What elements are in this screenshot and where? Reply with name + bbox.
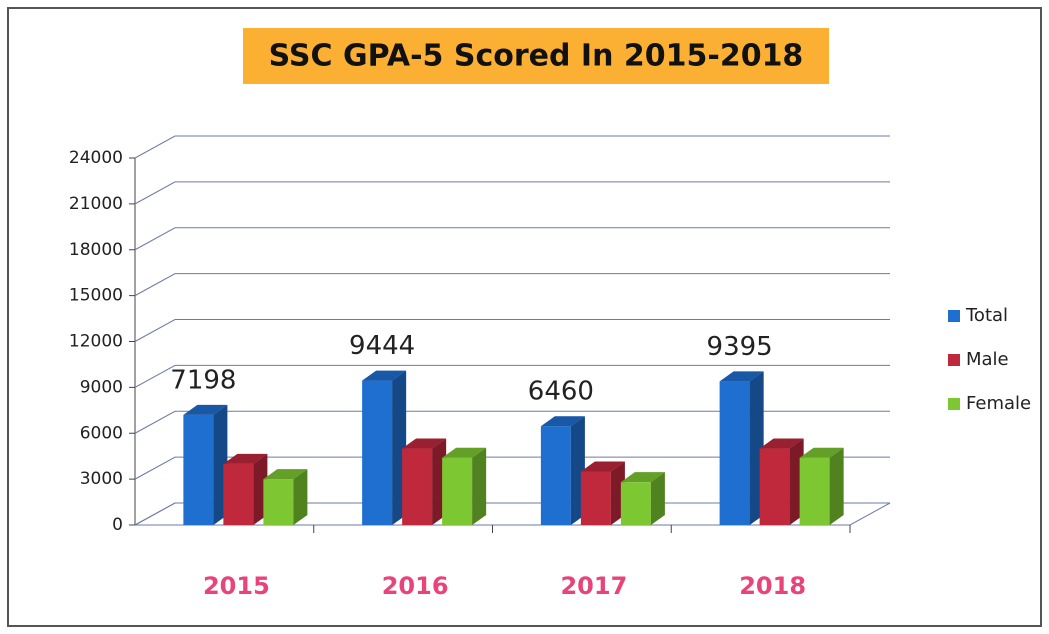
bar-top: [620, 472, 665, 483]
bar-top-shade: [263, 469, 308, 480]
bar-top: [263, 469, 308, 480]
bar-side: [829, 447, 844, 525]
bar: [799, 447, 844, 525]
bar-top: [402, 438, 447, 449]
bar-front: [263, 479, 294, 525]
bar-top-shade: [223, 453, 268, 464]
bar-front: [580, 471, 611, 525]
grid-line: [134, 135, 890, 159]
bar-front: [183, 414, 214, 525]
bar: [362, 370, 407, 525]
y-tick-label: 6000: [80, 423, 123, 443]
bar-front: [402, 448, 433, 525]
bar-side: [293, 469, 308, 525]
data-label: 9395: [707, 332, 773, 362]
grid-line: [134, 273, 890, 297]
data-label: 9444: [349, 331, 415, 361]
y-tick-label: 3000: [80, 469, 123, 489]
x-tick-label: 2015: [203, 572, 270, 600]
bar-side-shade: [472, 447, 487, 525]
bar-top-shade: [620, 472, 665, 483]
bar: [402, 438, 447, 525]
bar: [183, 404, 228, 525]
data-label: 6460: [528, 377, 594, 407]
bar-top-shade: [759, 438, 804, 449]
grid-line: [134, 364, 890, 388]
bar-top: [799, 447, 844, 458]
bar-top-shade: [580, 461, 625, 472]
bar-top-shade: [442, 447, 487, 458]
bar-side-shade: [650, 472, 665, 525]
y-tick-label: 15000: [69, 286, 123, 306]
bar: [759, 438, 804, 525]
grid-line: [134, 410, 890, 434]
bar-front: [759, 448, 790, 525]
bar-top: [183, 404, 228, 415]
y-tick-label: 9000: [80, 377, 123, 397]
legend-swatch: [948, 354, 960, 366]
bar-top-shade: [799, 447, 844, 458]
bar: [719, 371, 764, 525]
bar-side: [650, 472, 665, 525]
data-label: 7198: [170, 365, 236, 395]
bar-side: [472, 447, 487, 525]
chart-border: [7, 7, 1042, 627]
bar: [580, 461, 625, 525]
bar-top: [223, 453, 268, 464]
bar-front: [620, 482, 651, 525]
bar-top-shade: [183, 404, 228, 415]
bar: [620, 472, 665, 525]
legend-label: Total: [965, 305, 1008, 326]
bar-top-shade: [402, 438, 447, 449]
bar-top: [540, 416, 585, 427]
bar-front: [719, 381, 750, 525]
legend-label: Male: [966, 349, 1009, 370]
bar-top-shade: [362, 370, 407, 381]
grid-line: [134, 319, 890, 342]
bar-front: [799, 457, 830, 525]
y-tick-label: 24000: [69, 148, 123, 168]
bar-front: [442, 457, 473, 525]
legend-swatch: [948, 310, 960, 322]
grid-line: [134, 181, 890, 205]
y-tick-label: 21000: [69, 194, 123, 214]
bar: [263, 469, 308, 525]
bar-top-shade: [719, 371, 764, 382]
title-background: [243, 28, 829, 84]
x-tick-label: 2017: [560, 572, 627, 600]
y-tick-label: 18000: [69, 240, 123, 260]
bar-top: [759, 438, 804, 449]
bar-top: [580, 461, 625, 472]
chart-title: SSC GPA-5 Scored In 2015-2018: [269, 39, 804, 74]
bar: [540, 416, 585, 525]
x-tick-label: 2018: [739, 572, 806, 600]
bar-side-shade: [293, 469, 308, 525]
bar-front: [362, 380, 393, 525]
bar-front: [540, 426, 571, 525]
y-tick-label: 12000: [69, 332, 123, 352]
x-tick-label: 2016: [382, 572, 449, 600]
bar: [223, 453, 268, 525]
bar-top: [442, 447, 487, 458]
bar: [442, 447, 487, 525]
bar-top: [362, 370, 407, 381]
grid-line: [134, 227, 890, 251]
grid-line: [134, 456, 890, 480]
y-tick-label: 0: [112, 515, 123, 535]
bar-front: [223, 463, 254, 525]
legend-swatch: [948, 398, 960, 410]
legend-label: Female: [966, 393, 1031, 414]
bar-side-shade: [829, 447, 844, 525]
bar-top: [719, 371, 764, 382]
bar-top-shade: [540, 416, 585, 427]
